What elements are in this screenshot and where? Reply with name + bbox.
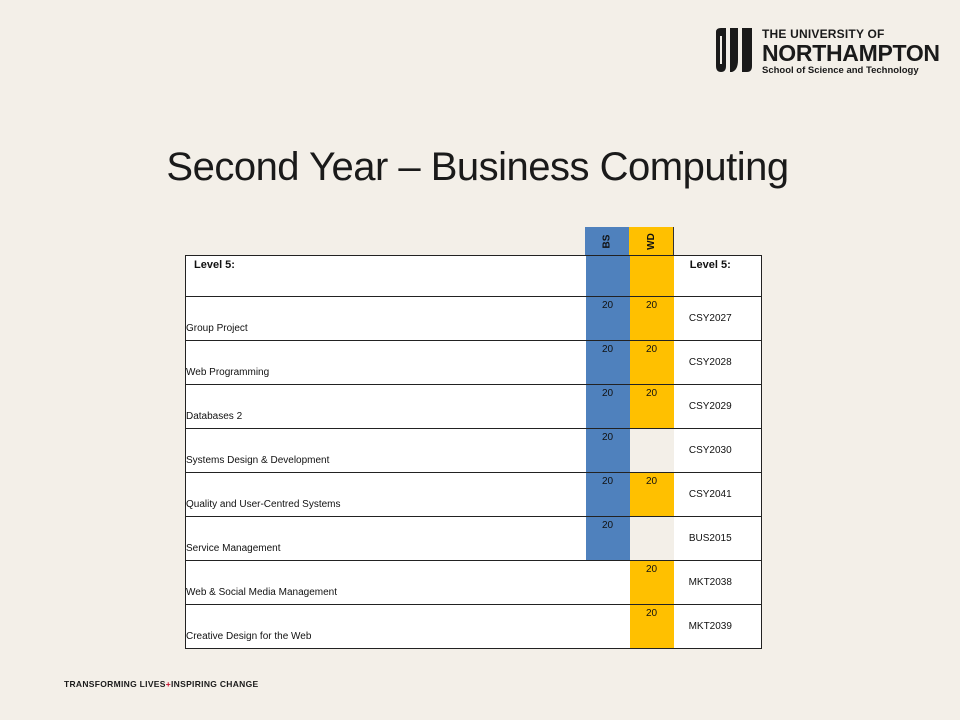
table-header-row: Level 5: Level 5: [185,255,762,297]
tagline-part-1: TRANSFORMING LIVES [64,679,166,689]
footer-tagline: TRANSFORMING LIVES+INSPIRING CHANGE [64,679,258,689]
module-code: CSY2028 [673,340,762,385]
logo-line-2: NORTHAMPTON [762,40,940,66]
bs-credits: 20 [585,340,630,385]
module-name: Quality and User-Centred Systems [185,472,586,517]
module-code: CSY2029 [673,384,762,429]
bs-credits [585,604,630,649]
bs-credits: 20 [585,516,630,561]
header-wd-cell [629,255,674,297]
module-name: Creative Design for the Web [185,604,586,649]
table-row: Service Management 20 BUS2015 [185,516,762,561]
bs-credits: 20 [585,428,630,473]
module-code: CSY2041 [673,472,762,517]
module-code: CSY2030 [673,428,762,473]
header-level-right: Level 5: [673,255,762,297]
module-name: Web & Social Media Management [185,560,586,605]
header-bs-cell [585,255,630,297]
wd-credits: 20 [629,560,674,605]
table-row: Creative Design for the Web 20 MKT2039 [185,604,762,649]
header-level-left: Level 5: [185,255,586,297]
university-logo: THE UNIVERSITY OF NORTHAMPTON School of … [712,26,940,84]
page-title: Second Year – Business Computing [166,145,789,189]
logo-line-1: THE UNIVERSITY OF [762,27,885,41]
wd-credits: 20 [629,340,674,385]
wd-credits [629,428,674,473]
table-row: Group Project 20 20 CSY2027 [185,296,762,341]
tagline-part-2: INSPIRING CHANGE [171,679,259,689]
module-code: BUS2015 [673,516,762,561]
logo-line-3: School of Science and Technology [762,65,919,76]
module-name: Databases 2 [185,384,586,429]
table-row: Systems Design & Development 20 CSY2030 [185,428,762,473]
wd-credits: 20 [629,296,674,341]
module-code: MKT2038 [673,560,762,605]
table-row: Databases 2 20 20 CSY2029 [185,384,762,429]
modules-grid: Level 5: Level 5: Group Project 20 20 CSY20… [185,255,762,649]
wd-credits: 20 [629,472,674,517]
bs-credits: 20 [585,296,630,341]
module-code: MKT2039 [673,604,762,649]
wd-credits: 20 [629,604,674,649]
logo-text: THE UNIVERSITY OF NORTHAMPTON School of … [762,27,940,77]
module-name: Systems Design & Development [185,428,586,473]
table-row: Quality and User-Centred Systems 20 20 CSY2… [185,472,762,517]
column-header-wd: WD [629,227,674,255]
university-crest-icon [716,28,752,72]
wd-credits [629,516,674,561]
tagline-plus: + [165,679,172,689]
bs-credits: 20 [585,472,630,517]
bs-credits [585,560,630,605]
table-row: Web & Social Media Management 20 MKT2038 [185,560,762,605]
module-name: Group Project [185,296,586,341]
wd-credits: 20 [629,384,674,429]
bs-credits: 20 [585,384,630,429]
module-name: Service Management [185,516,586,561]
module-code: CSY2027 [673,296,762,341]
column-header-bs: BS [585,227,629,255]
module-name: Web Programming [185,340,586,385]
table-row: Web Programming 20 20 CSY2028 [185,340,762,385]
